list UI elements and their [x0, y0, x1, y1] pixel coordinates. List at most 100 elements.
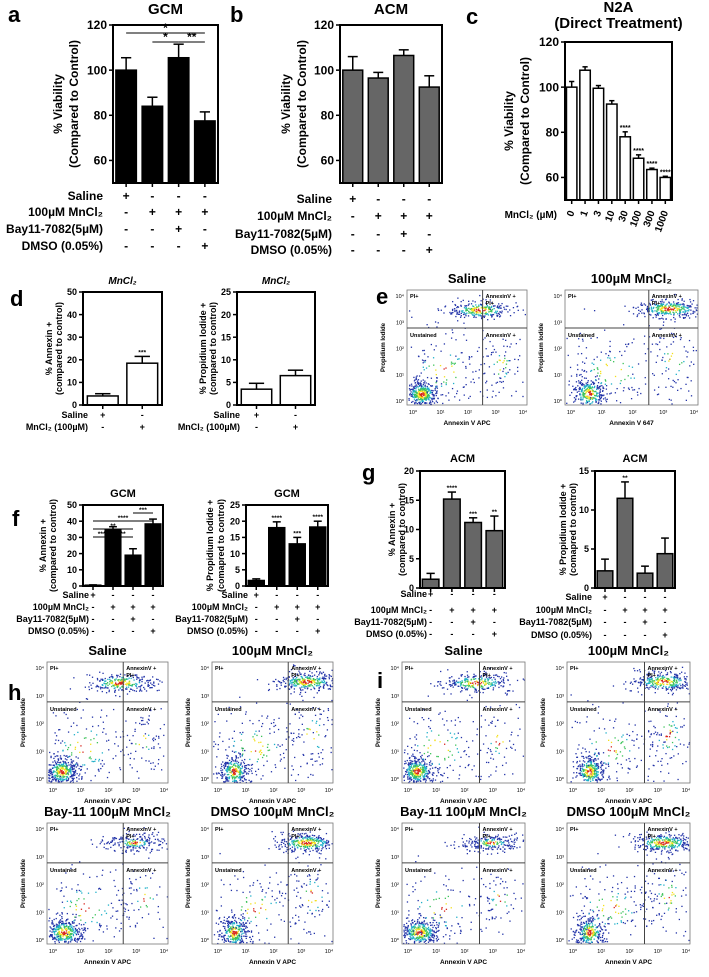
flow-event-dot [65, 765, 68, 768]
flow-event-dot [51, 921, 54, 923]
flow-event-dot [498, 355, 501, 357]
flow-event-dot [277, 728, 280, 731]
flow-event-dot [119, 675, 121, 678]
flow-event-dot [65, 924, 68, 927]
flow-event-dot [251, 772, 253, 775]
flow-event-dot [70, 933, 72, 935]
flow-event-dot [59, 777, 61, 780]
flow-event-dot [68, 756, 70, 758]
flow-event-dot [310, 684, 312, 686]
flow-event-dot [101, 679, 104, 681]
flow-event-dot [54, 761, 57, 763]
flow-event-dot [229, 931, 232, 934]
flow-event-dot [301, 723, 303, 725]
y-tick-label: 60 [321, 154, 335, 168]
flow-event-dot [599, 375, 601, 377]
flow-event-dot [290, 774, 293, 776]
flow-event-dot [483, 310, 485, 312]
flow-event-dot [426, 391, 428, 394]
flow-event-dot [472, 308, 474, 311]
flow-event-dot [125, 686, 128, 688]
flow-event-dot [51, 767, 54, 769]
flow-event-dot [685, 350, 687, 352]
flow-event-dot [322, 844, 324, 846]
bar [309, 526, 327, 587]
flow-event-dot [114, 687, 116, 689]
flow-event-dot [144, 893, 146, 896]
flow-event-dot [423, 402, 426, 404]
flow-event-dot [587, 397, 589, 399]
flow-event-dot [311, 720, 314, 722]
flow-event-dot [497, 373, 500, 375]
flow-event-dot [233, 763, 235, 765]
flow-event-dot [583, 396, 585, 398]
flow-event-dot [133, 683, 135, 686]
flow-event-dot [501, 302, 503, 305]
flow-event-dot [313, 679, 315, 682]
flow-event-dot [580, 383, 583, 386]
flow-event-dot [157, 839, 159, 841]
flow-event-dot [101, 687, 104, 689]
flow-event-dot [288, 839, 290, 841]
flow-event-dot [661, 301, 663, 303]
flow-event-dot [249, 719, 251, 722]
flow-event-dot [414, 396, 416, 398]
flow-event-dot [289, 683, 291, 685]
flow-event-dot [679, 304, 682, 306]
flow-event-dot [131, 685, 133, 687]
flow-event-dot [678, 315, 681, 317]
flow-event-dot [59, 921, 62, 924]
flow-event-dot [242, 932, 244, 934]
flow-event-dot [67, 928, 70, 930]
flow-event-dot [115, 682, 117, 684]
flow-event-dot [131, 902, 133, 905]
flow-event-dot [465, 383, 467, 386]
bar [619, 136, 632, 201]
flow-event-dot [668, 302, 671, 304]
flow-event-dot [465, 305, 467, 307]
flow-event-dot [463, 322, 465, 324]
flow-event-dot [675, 311, 677, 313]
y-axis-label: (compared to control) [54, 302, 64, 395]
flow-event-dot [647, 307, 649, 309]
x-tick-label: 10² [629, 410, 637, 416]
significance-stars: **** [620, 125, 631, 132]
flow-event-dot [324, 675, 326, 677]
flow-event-dot [590, 394, 592, 396]
flow-event-dot [597, 386, 599, 389]
flow-event-dot [233, 768, 235, 770]
flow-event-dot [515, 342, 518, 345]
flow-event-dot [59, 728, 61, 731]
flow-event-dot [213, 773, 215, 775]
condition-sign: - [376, 243, 380, 257]
flow-event-dot [300, 689, 302, 692]
flow-event-dot [65, 763, 68, 766]
flow-event-dot [316, 679, 319, 681]
flow-event-dot [56, 772, 59, 775]
flow-event-dot [130, 882, 132, 884]
flow-event-dot [672, 341, 675, 343]
flow-event-dot [101, 839, 103, 841]
flow-event-dot [663, 312, 665, 314]
panel-letter-g: g [362, 460, 375, 485]
flow-event-dot [235, 762, 237, 764]
flow-event-dot [654, 310, 656, 312]
flow-event-dot [465, 339, 468, 341]
flow-event-dot [144, 835, 146, 838]
flow-event-dot [150, 768, 153, 770]
flow-event-dot [293, 846, 296, 848]
flow-event-dot [298, 842, 301, 844]
flow-event-dot [115, 683, 117, 686]
flow-event-dot [684, 309, 686, 311]
flow-event-dot [233, 751, 236, 753]
flow-event-dot [219, 934, 221, 936]
flow-event-dot [462, 361, 464, 363]
flow-event-dot [288, 843, 290, 846]
flow-event-dot [643, 303, 645, 305]
flow-event-dot [422, 400, 425, 402]
flow-event-dot [425, 398, 428, 401]
flow-event-dot [417, 382, 419, 384]
flow-event-dot [587, 396, 589, 398]
flow-event-dot [265, 892, 267, 894]
flow-event-dot [418, 393, 420, 395]
